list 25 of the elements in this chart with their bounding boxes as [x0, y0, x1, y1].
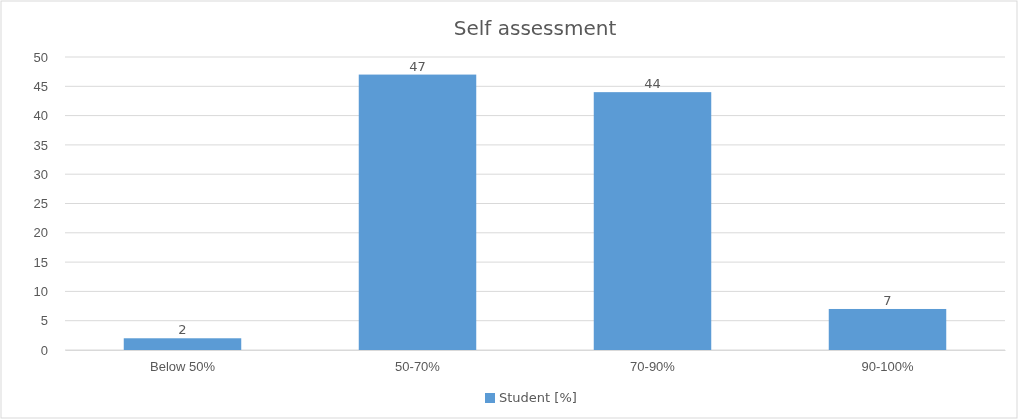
y-tick-label: 25 — [33, 196, 48, 212]
y-tick-label: 35 — [33, 137, 48, 153]
x-tick-label: Below 50% — [149, 359, 216, 375]
y-tick-label: 40 — [33, 108, 48, 124]
y-tick-label: 30 — [33, 166, 48, 182]
data-label: 7 — [883, 292, 892, 308]
y-tick-label: 45 — [33, 78, 48, 94]
data-label: 44 — [644, 76, 661, 92]
x-tick-label: 70-90% — [630, 359, 676, 375]
y-tick-label: 0 — [40, 342, 48, 358]
legend-label: Student [%] — [499, 390, 577, 405]
y-tick-label: 15 — [33, 254, 48, 270]
y-tick-label: 50 — [33, 49, 48, 65]
chart-title: Self assessment — [453, 16, 617, 40]
x-tick-label: 50-70% — [395, 359, 441, 375]
y-tick-label: 20 — [33, 225, 48, 241]
data-label: 47 — [409, 58, 426, 74]
bar — [123, 338, 242, 350]
x-tick-label: 90-100% — [861, 359, 914, 375]
data-label: 2 — [178, 322, 187, 338]
y-tick-label: 5 — [40, 313, 48, 329]
bar — [358, 74, 477, 350]
y-tick-label: 10 — [33, 284, 48, 300]
bar — [828, 308, 947, 350]
bar — [593, 92, 712, 350]
